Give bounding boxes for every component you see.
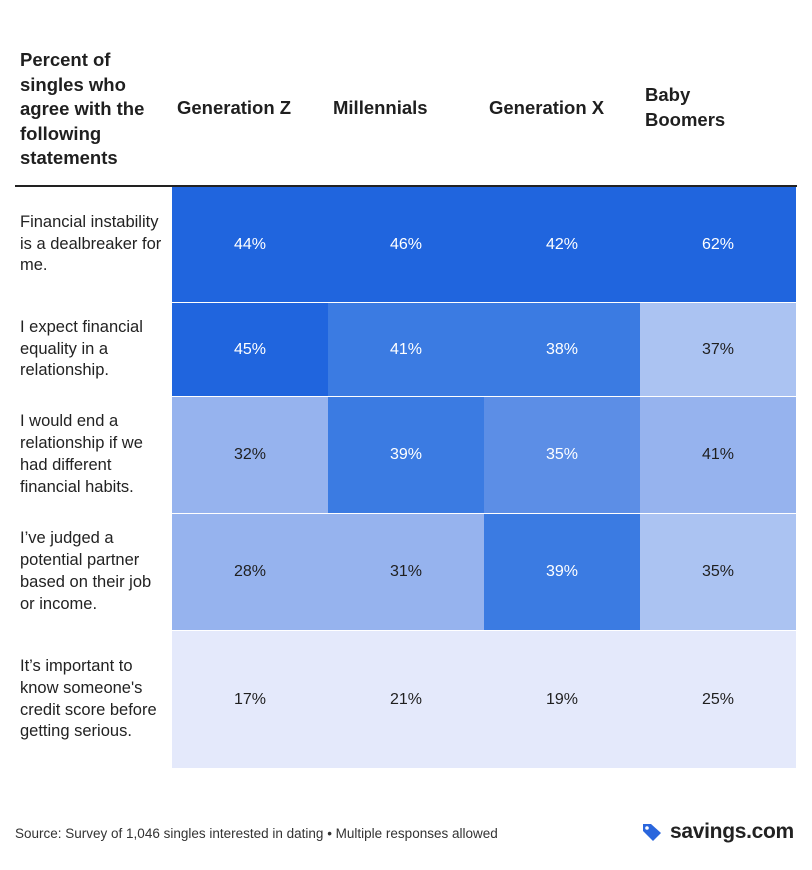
row-label: Financial instability is a dealbreaker f… [20,212,162,275]
heatmap-cell: 21% [328,631,484,768]
table-corner-title: Percent of singles who agree with the fo… [20,49,145,168]
brand-name: savings.com [670,820,794,843]
brand-logo: savings.com [640,820,794,844]
heatmap-cell: 39% [484,514,640,630]
column-header: Millennials [333,97,428,118]
heatmap-cell: 28% [172,514,328,630]
row-label: I would end a relationship if we had dif… [20,412,143,496]
heatmap-cell: 42% [484,187,640,302]
heatmap-cell: 45% [172,303,328,396]
heatmap-cell: 39% [328,397,484,513]
heatmap-cell: 35% [640,514,796,630]
heatmap-cell: 25% [640,631,796,768]
heatmap-cell: 37% [640,303,796,396]
heatmap-cell: 19% [484,631,640,768]
heatmap-cell: 35% [484,397,640,513]
heatmap-cell: 38% [484,303,640,396]
heatmap-cell: 17% [172,631,328,768]
column-header: Generation Z [177,97,292,118]
heatmap-cell: 46% [328,187,484,302]
heatmap-cell: 44% [172,187,328,302]
heatmap-cell: 32% [172,397,328,513]
column-header: Generation X [489,97,605,118]
tag-icon [643,824,661,841]
heatmap-cell: 62% [640,187,796,302]
source-note: Source: Survey of 1,046 singles interest… [15,826,498,841]
row-label: I’ve judged a potential partner based on… [20,529,152,613]
heatmap-cell: 41% [328,303,484,396]
row-label: I expect financial equality in a relatio… [20,317,143,380]
heatmap-cell: 31% [328,514,484,630]
column-header: Baby Boomers [645,84,726,130]
header-rule [15,185,797,187]
heatmap-cell: 41% [640,397,796,513]
row-label: It’s important to know someone's credit … [20,656,157,741]
